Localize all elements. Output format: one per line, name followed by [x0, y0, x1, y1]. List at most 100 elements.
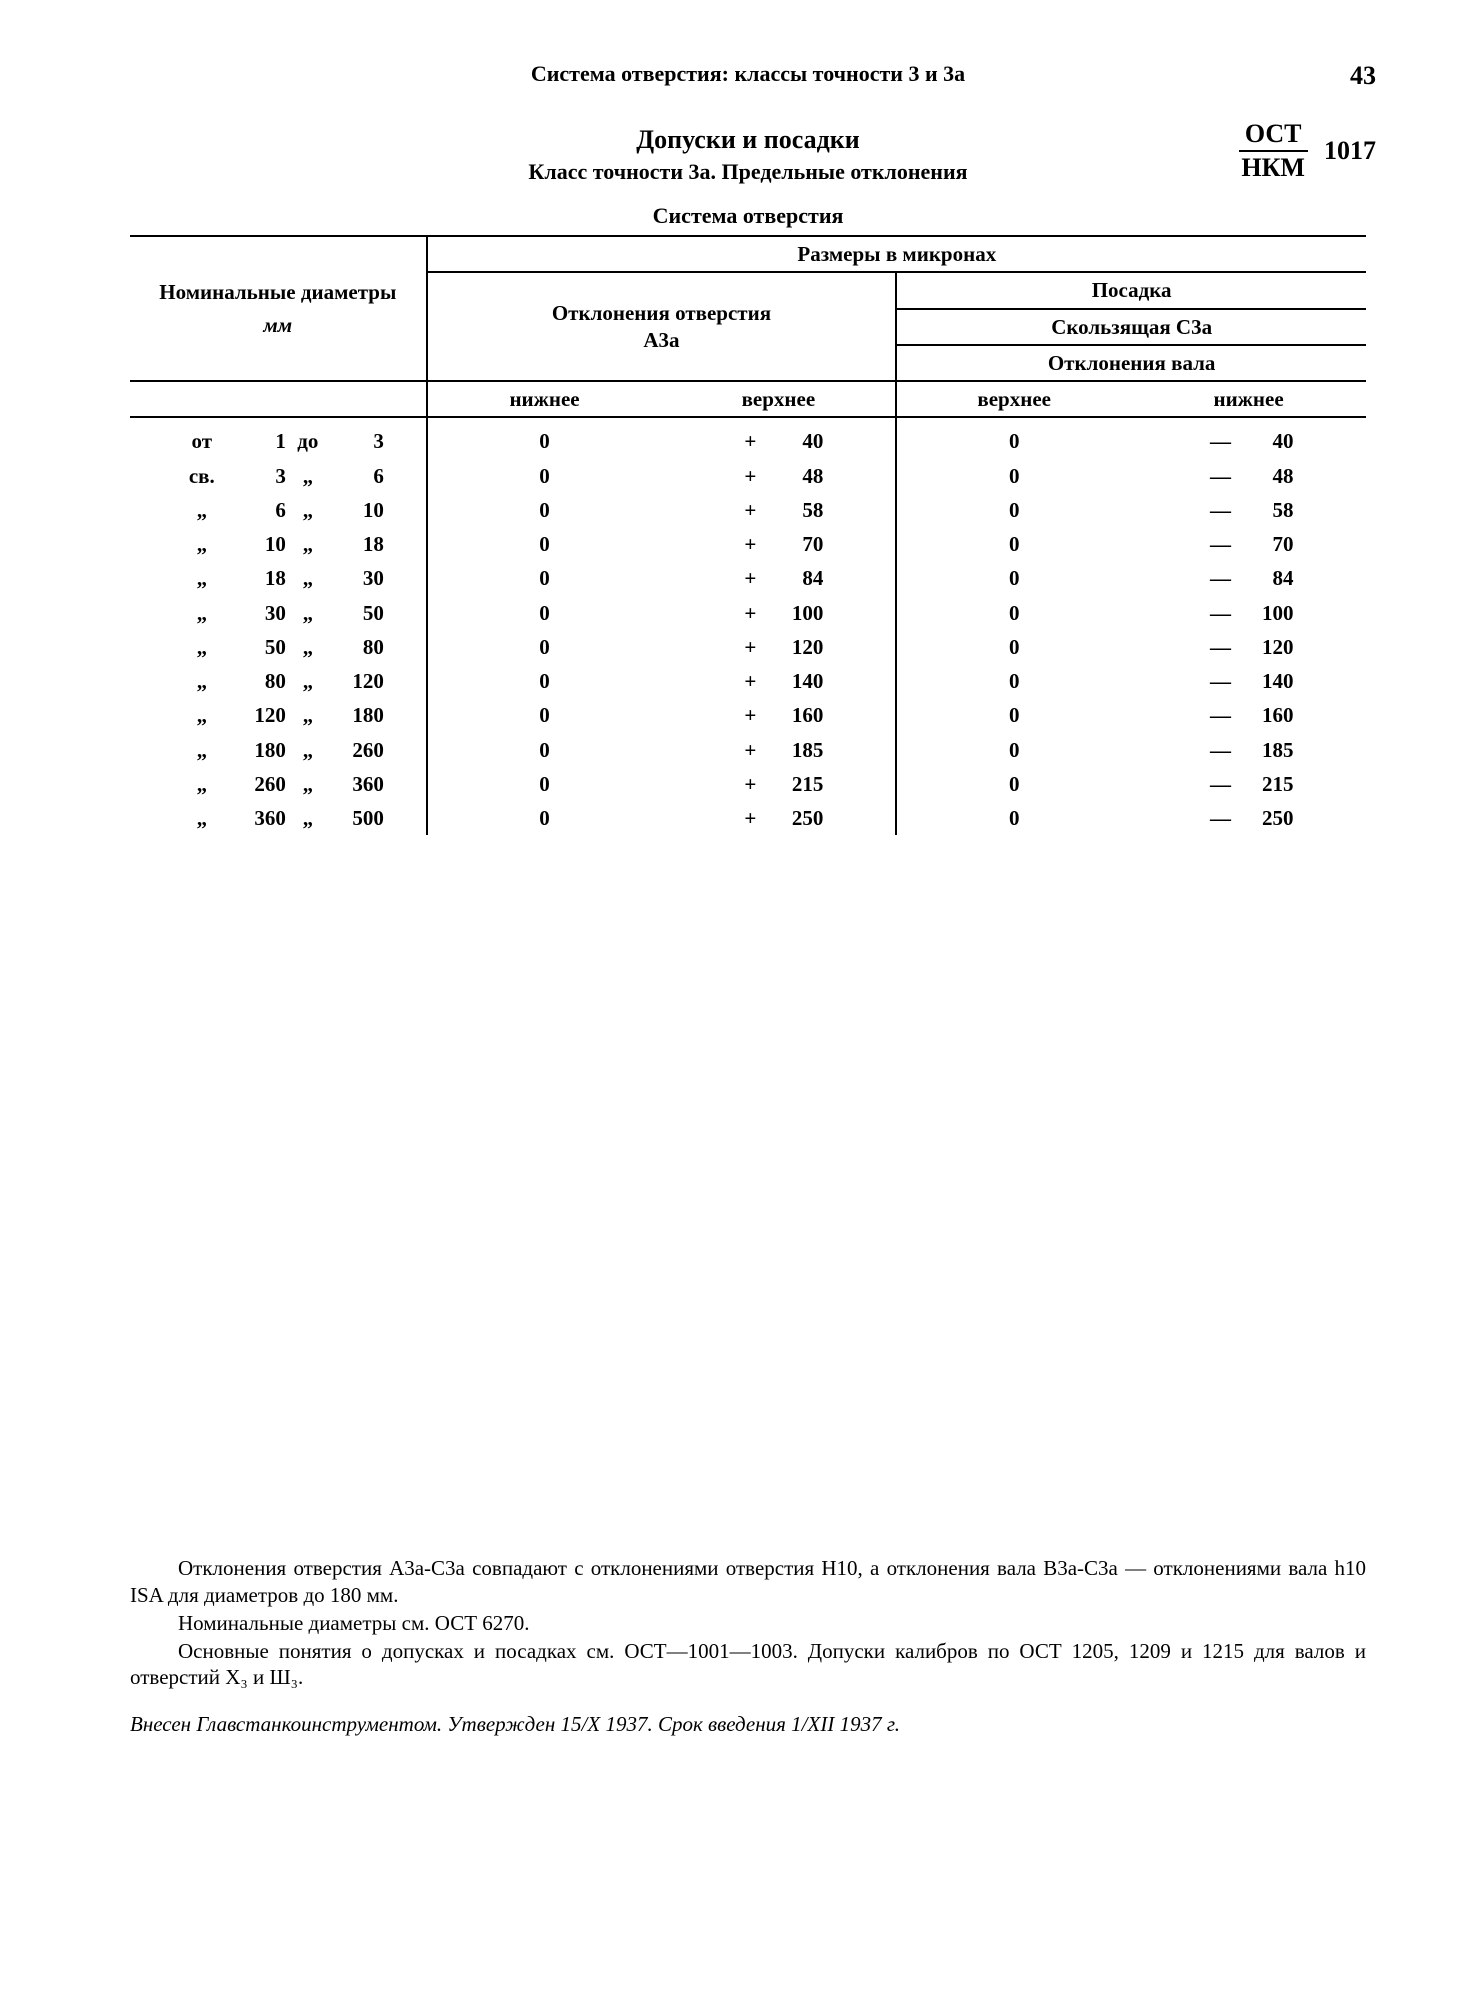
page-number: 43: [1350, 60, 1376, 93]
table-row: „6„100+580—58: [130, 493, 1366, 527]
th-hole-upper: верхнее: [661, 381, 896, 417]
cell-hole-lower: 0: [427, 630, 662, 664]
cell-shaft-upper: 0: [896, 801, 1131, 835]
footnotes: Отклонения отверстия А3а-С3а совпадают с…: [130, 1555, 1366, 1690]
cell-shaft-lower: —58: [1131, 493, 1366, 527]
th-fit-name: Скользящая С3а: [896, 309, 1366, 345]
th-shaft-dev: Отклонения вала: [896, 345, 1366, 381]
th-blank: [130, 381, 427, 417]
th-hole-lower: нижнее: [427, 381, 662, 417]
cell-diameter: св.3„6: [130, 459, 427, 493]
cell-hole-upper: +70: [661, 527, 896, 561]
cell-diameter: „50„80: [130, 630, 427, 664]
cell-shaft-upper: 0: [896, 493, 1131, 527]
cell-shaft-lower: —185: [1131, 733, 1366, 767]
cell-diameter: „18„30: [130, 561, 427, 595]
cell-hole-lower: 0: [427, 698, 662, 732]
cell-hole-lower: 0: [427, 527, 662, 561]
th-shaft-upper: верхнее: [896, 381, 1131, 417]
table-row: „260„3600+2150—215: [130, 767, 1366, 801]
table-row: „10„180+700—70: [130, 527, 1366, 561]
imprint: Внесен Главстанкоинструментом. Утвержден…: [130, 1711, 1366, 1737]
cell-shaft-upper: 0: [896, 733, 1131, 767]
cell-shaft-lower: —140: [1131, 664, 1366, 698]
th-nominal: Номинальные диаметры мм: [130, 236, 427, 381]
cell-shaft-lower: —250: [1131, 801, 1366, 835]
cell-hole-lower: 0: [427, 596, 662, 630]
table-row: от1до30+400—40: [130, 417, 1366, 458]
th-fit: Посадка: [896, 272, 1366, 308]
cell-diameter: от1до3: [130, 417, 427, 458]
cell-shaft-lower: —48: [1131, 459, 1366, 493]
cell-shaft-lower: —160: [1131, 698, 1366, 732]
table-row: „120„1800+1600—160: [130, 698, 1366, 732]
standard-bottom: НКМ: [1239, 152, 1308, 185]
table-row: „30„500+1000—100: [130, 596, 1366, 630]
cell-shaft-lower: —100: [1131, 596, 1366, 630]
running-head: Система отверстия: классы точности 3 и 3…: [130, 60, 1366, 88]
table-row: св.3„60+480—48: [130, 459, 1366, 493]
cell-hole-lower: 0: [427, 767, 662, 801]
cell-hole-lower: 0: [427, 664, 662, 698]
cell-hole-upper: +48: [661, 459, 896, 493]
doc-title: Допуски и посадки: [130, 124, 1366, 157]
cell-shaft-upper: 0: [896, 698, 1131, 732]
tolerance-table: Номинальные диаметры мм Размеры в микрон…: [130, 235, 1366, 835]
cell-shaft-upper: 0: [896, 417, 1131, 458]
th-microns: Размеры в микронах: [427, 236, 1366, 272]
cell-shaft-lower: —40: [1131, 417, 1366, 458]
cell-hole-upper: +84: [661, 561, 896, 595]
th-hole-dev: Отклонения отверстия А3а: [427, 272, 897, 381]
cell-hole-upper: +160: [661, 698, 896, 732]
th-nominal-l1: Номинальные диаметры: [130, 279, 426, 305]
cell-shaft-lower: —84: [1131, 561, 1366, 595]
title-block: Допуски и посадки Класс точности 3а. Пре…: [130, 124, 1366, 186]
standard-top: ОСТ: [1239, 118, 1308, 153]
th-nominal-unit: мм: [130, 312, 426, 338]
footnote-line: Основные понятия о допусках и посадках с…: [130, 1638, 1366, 1691]
cell-hole-lower: 0: [427, 493, 662, 527]
cell-hole-lower: 0: [427, 561, 662, 595]
cell-shaft-upper: 0: [896, 527, 1131, 561]
cell-diameter: „260„360: [130, 767, 427, 801]
cell-hole-upper: +120: [661, 630, 896, 664]
cell-hole-lower: 0: [427, 801, 662, 835]
standard-code: ОСТ НКМ 1017: [1239, 118, 1376, 185]
cell-shaft-lower: —215: [1131, 767, 1366, 801]
footnote-line: Отклонения отверстия А3а-С3а совпадают с…: [130, 1555, 1366, 1608]
cell-diameter: „80„120: [130, 664, 427, 698]
table-row: „180„2600+1850—185: [130, 733, 1366, 767]
cell-diameter: „120„180: [130, 698, 427, 732]
cell-hole-upper: +140: [661, 664, 896, 698]
table-row: „50„800+1200—120: [130, 630, 1366, 664]
running-head-text: Система отверстия: классы точности 3 и 3…: [531, 61, 965, 86]
doc-subtitle: Класс точности 3а. Предельные отклонения: [130, 158, 1366, 186]
cell-diameter: „30„50: [130, 596, 427, 630]
cell-hole-upper: +185: [661, 733, 896, 767]
cell-shaft-upper: 0: [896, 767, 1131, 801]
cell-diameter: „180„260: [130, 733, 427, 767]
cell-hole-upper: +250: [661, 801, 896, 835]
cell-shaft-upper: 0: [896, 596, 1131, 630]
cell-shaft-upper: 0: [896, 459, 1131, 493]
cell-shaft-upper: 0: [896, 664, 1131, 698]
th-shaft-lower: нижнее: [1131, 381, 1366, 417]
cell-shaft-upper: 0: [896, 630, 1131, 664]
cell-diameter: „6„10: [130, 493, 427, 527]
table-title: Система отверстия: [130, 202, 1366, 230]
cell-hole-upper: +58: [661, 493, 896, 527]
table-row: „18„300+840—84: [130, 561, 1366, 595]
cell-hole-lower: 0: [427, 417, 662, 458]
cell-hole-upper: +215: [661, 767, 896, 801]
standard-number: 1017: [1314, 135, 1376, 168]
cell-shaft-lower: —120: [1131, 630, 1366, 664]
cell-shaft-lower: —70: [1131, 527, 1366, 561]
cell-shaft-upper: 0: [896, 561, 1131, 595]
cell-diameter: „360„500: [130, 801, 427, 835]
cell-hole-upper: +100: [661, 596, 896, 630]
footnote-line: Номинальные диаметры см. ОСТ 6270.: [130, 1610, 1366, 1636]
cell-hole-upper: +40: [661, 417, 896, 458]
cell-diameter: „10„18: [130, 527, 427, 561]
cell-hole-lower: 0: [427, 459, 662, 493]
table-row: „80„1200+1400—140: [130, 664, 1366, 698]
